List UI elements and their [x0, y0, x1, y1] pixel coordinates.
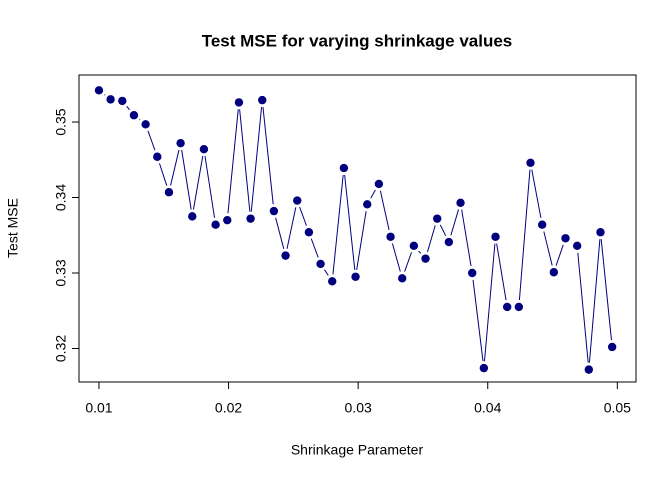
point: [141, 120, 150, 129]
point: [456, 198, 465, 207]
point: [421, 254, 430, 263]
y-tick-label: 0.32: [53, 335, 69, 362]
point: [281, 251, 290, 260]
point: [526, 158, 535, 167]
point: [363, 200, 372, 209]
point: [118, 96, 127, 106]
x-tick-label: 0.02: [215, 400, 242, 416]
point: [293, 196, 302, 205]
point: [258, 95, 267, 105]
point: [409, 241, 419, 251]
point: [188, 212, 197, 221]
y-axis-label: Test MSE: [5, 198, 21, 258]
point: [328, 277, 337, 286]
point: [199, 145, 209, 154]
y-tick-label: 0.34: [53, 184, 69, 211]
chart-title: Test MSE for varying shrinkage values: [202, 31, 513, 50]
point: [351, 272, 360, 281]
point: [129, 111, 139, 120]
point: [514, 302, 524, 312]
point: [596, 228, 605, 237]
point: [433, 214, 442, 223]
x-tick-label: 0.03: [345, 400, 372, 416]
x-tick-label: 0.04: [474, 400, 501, 416]
point: [223, 215, 232, 225]
point: [386, 232, 395, 241]
point: [153, 152, 162, 161]
point: [164, 188, 174, 197]
point: [211, 220, 220, 229]
point: [537, 220, 547, 229]
point: [479, 363, 489, 373]
y-tick-label: 0.33: [53, 259, 69, 286]
point: [246, 214, 255, 223]
point: [374, 179, 384, 189]
x-axis-label: Shrinkage Parameter: [291, 442, 424, 458]
point: [106, 95, 115, 104]
point: [176, 138, 185, 148]
y-tick-label: 0.35: [53, 108, 69, 135]
plot-frame: [78, 74, 637, 383]
series-line: [98, 89, 613, 370]
x-tick-label: 0.05: [604, 400, 631, 416]
point: [316, 259, 325, 269]
point: [572, 241, 582, 251]
point: [467, 268, 477, 278]
point: [398, 274, 407, 283]
point: [339, 163, 349, 173]
point: [561, 234, 570, 243]
point: [502, 302, 512, 312]
point: [234, 98, 244, 107]
point: [269, 206, 279, 216]
point: [444, 237, 454, 247]
point: [304, 228, 314, 237]
point: [549, 268, 559, 277]
point: [607, 342, 617, 352]
point: [94, 86, 104, 95]
point: [584, 365, 594, 374]
x-tick-label: 0.01: [85, 400, 112, 416]
point: [491, 232, 500, 241]
